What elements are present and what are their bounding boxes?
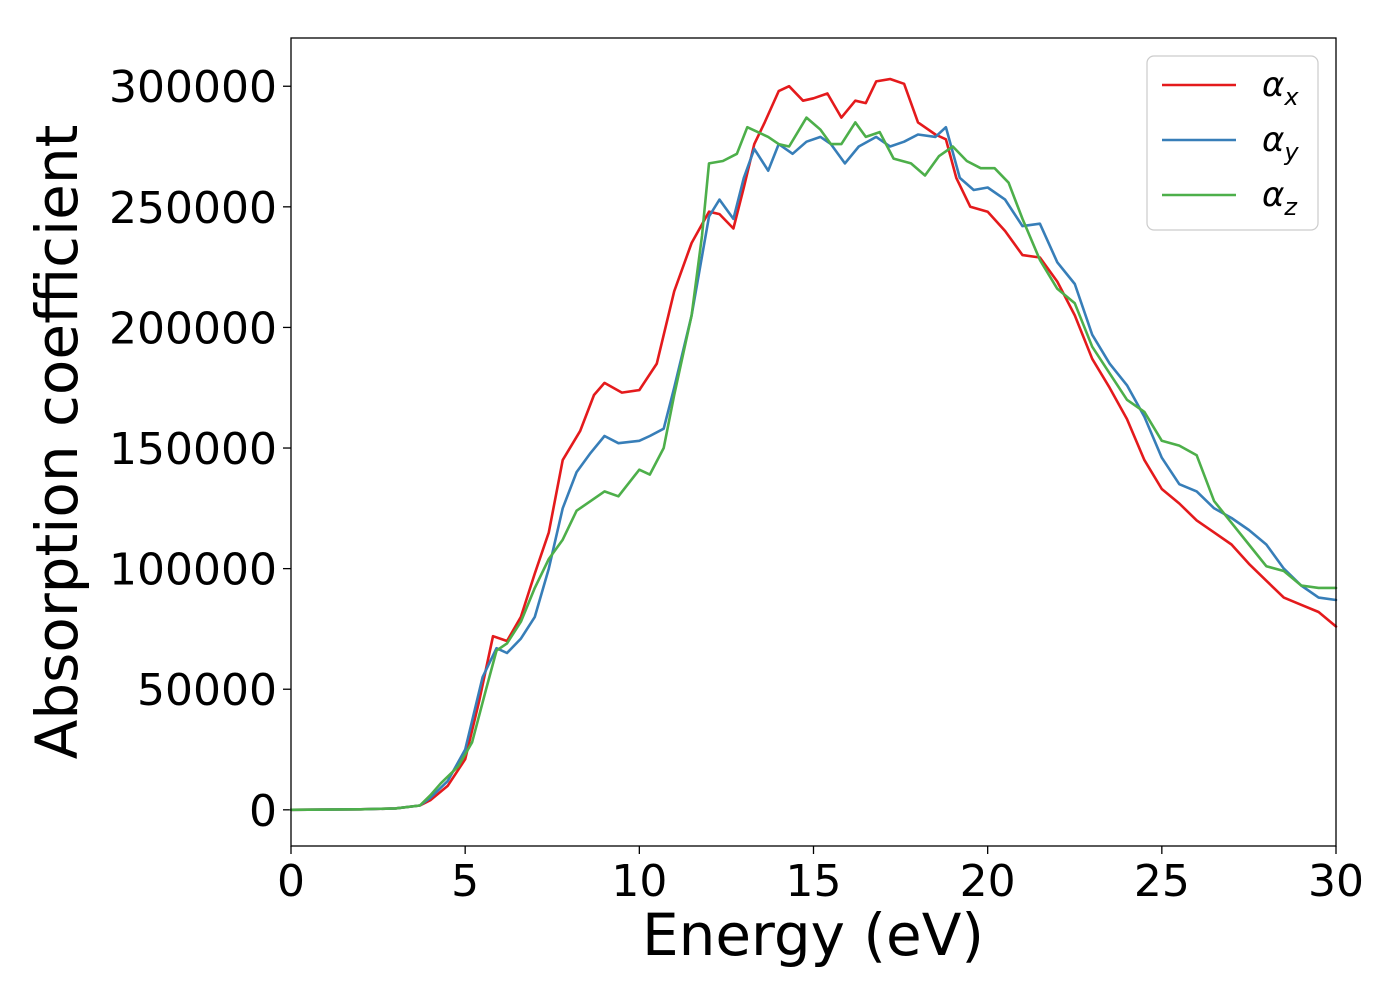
series-line-x: [289, 77, 1338, 812]
y-tick-label: 150000: [109, 424, 277, 475]
legend-items: αx αy αz: [1162, 65, 1299, 221]
y-tick-label: 100000: [109, 545, 277, 596]
legend-label-x: αx: [1262, 65, 1299, 111]
x-tick-label: 20: [960, 856, 1016, 907]
x-axis-title: Energy (eV): [642, 901, 984, 969]
y-tick-label: 250000: [109, 183, 277, 234]
series-layer: [289, 77, 1338, 812]
x-tick-label: 30: [1308, 856, 1364, 907]
series-line-z: [289, 116, 1338, 812]
y-tick-label: 0: [249, 786, 277, 837]
x-tick-label: 15: [786, 856, 842, 907]
y-axis-title: Absorption coefficient: [23, 125, 91, 760]
x-tick-label: 5: [451, 856, 479, 907]
legend: αx αy αz: [1146, 55, 1319, 231]
ticks-layer: 0 5 10 15 20 25 30 0 50000 100000 150000 200000 2500…: [109, 62, 1364, 907]
y-tick-label: 50000: [137, 665, 277, 716]
legend-label-z: αz: [1262, 175, 1298, 221]
y-tick-label: 200000: [109, 303, 277, 354]
plot-frame: [290, 37, 1337, 847]
x-tick-label: 25: [1134, 856, 1190, 907]
legend-box: [1146, 55, 1319, 231]
x-tick-label: 10: [611, 856, 667, 907]
legend-label-y: αy: [1262, 120, 1299, 166]
y-tick-label: 300000: [109, 62, 277, 113]
series-line-y: [289, 125, 1338, 812]
x-tick-label: 0: [277, 856, 305, 907]
